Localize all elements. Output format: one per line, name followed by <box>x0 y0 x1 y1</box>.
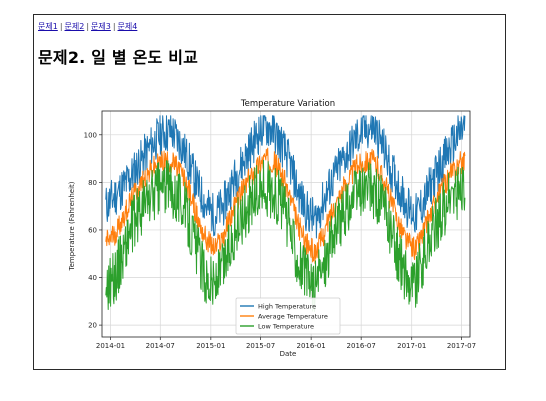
x-axis-label: Date <box>280 350 297 358</box>
legend-label: Average Temperature <box>258 312 328 320</box>
x-tick-label: 2014-01 <box>96 342 125 350</box>
x-tick-label: 2017-01 <box>397 342 426 350</box>
plot-area-border <box>101 110 471 338</box>
x-tick-label: 2016-01 <box>297 342 326 350</box>
legend-label: Low Temperature <box>258 322 314 330</box>
legend-label: High Temperature <box>258 302 316 310</box>
series-line-2 <box>105 159 466 313</box>
y-tick-label: 100 <box>84 131 97 139</box>
y-axis-label: Temperature (Fahrenheit) <box>68 181 76 271</box>
x-tick-label: 2016-07 <box>347 342 376 350</box>
x-tick-label: 2015-01 <box>196 342 225 350</box>
series-line-0 <box>105 115 466 239</box>
problem-nav: 문제1 | 문제2 | 문제3 | 문제4 <box>38 22 137 32</box>
y-tick-label: 80 <box>88 179 97 187</box>
nav-link-problem3[interactable]: 문제3 <box>91 22 111 31</box>
x-axis-ticks: 2014-01 2014-07 2015-01 2015-07 2016-01 2016-… <box>96 337 476 350</box>
y-tick-label: 60 <box>88 226 97 234</box>
y-axis-ticks: 20 40 60 80 100 <box>84 131 102 330</box>
nav-link-problem2[interactable]: 문제2 <box>64 22 85 31</box>
y-tick-label: 40 <box>88 274 97 282</box>
nav-link-problem4[interactable]: 문제4 <box>117 22 138 31</box>
chart-series-lines <box>105 115 466 313</box>
nav-separator: | <box>112 22 116 31</box>
nav-separator: | <box>59 22 63 31</box>
x-tick-label: 2015-07 <box>246 342 275 350</box>
chart-title: Temperature Variation <box>240 99 335 109</box>
y-tick-label: 20 <box>88 322 97 330</box>
x-tick-label: 2014-07 <box>146 342 175 350</box>
x-tick-label: 2017-07 <box>447 342 476 350</box>
series-line-1 <box>105 147 466 264</box>
nav-link-problem1[interactable]: 문제1 <box>38 22 58 31</box>
legend-box <box>235 297 341 335</box>
page-title: 문제2. 일 별 온도 비교 <box>38 48 199 67</box>
chart-legend: High Temperature Average Temperature Low T… <box>235 297 341 335</box>
nav-separator: | <box>86 22 90 31</box>
